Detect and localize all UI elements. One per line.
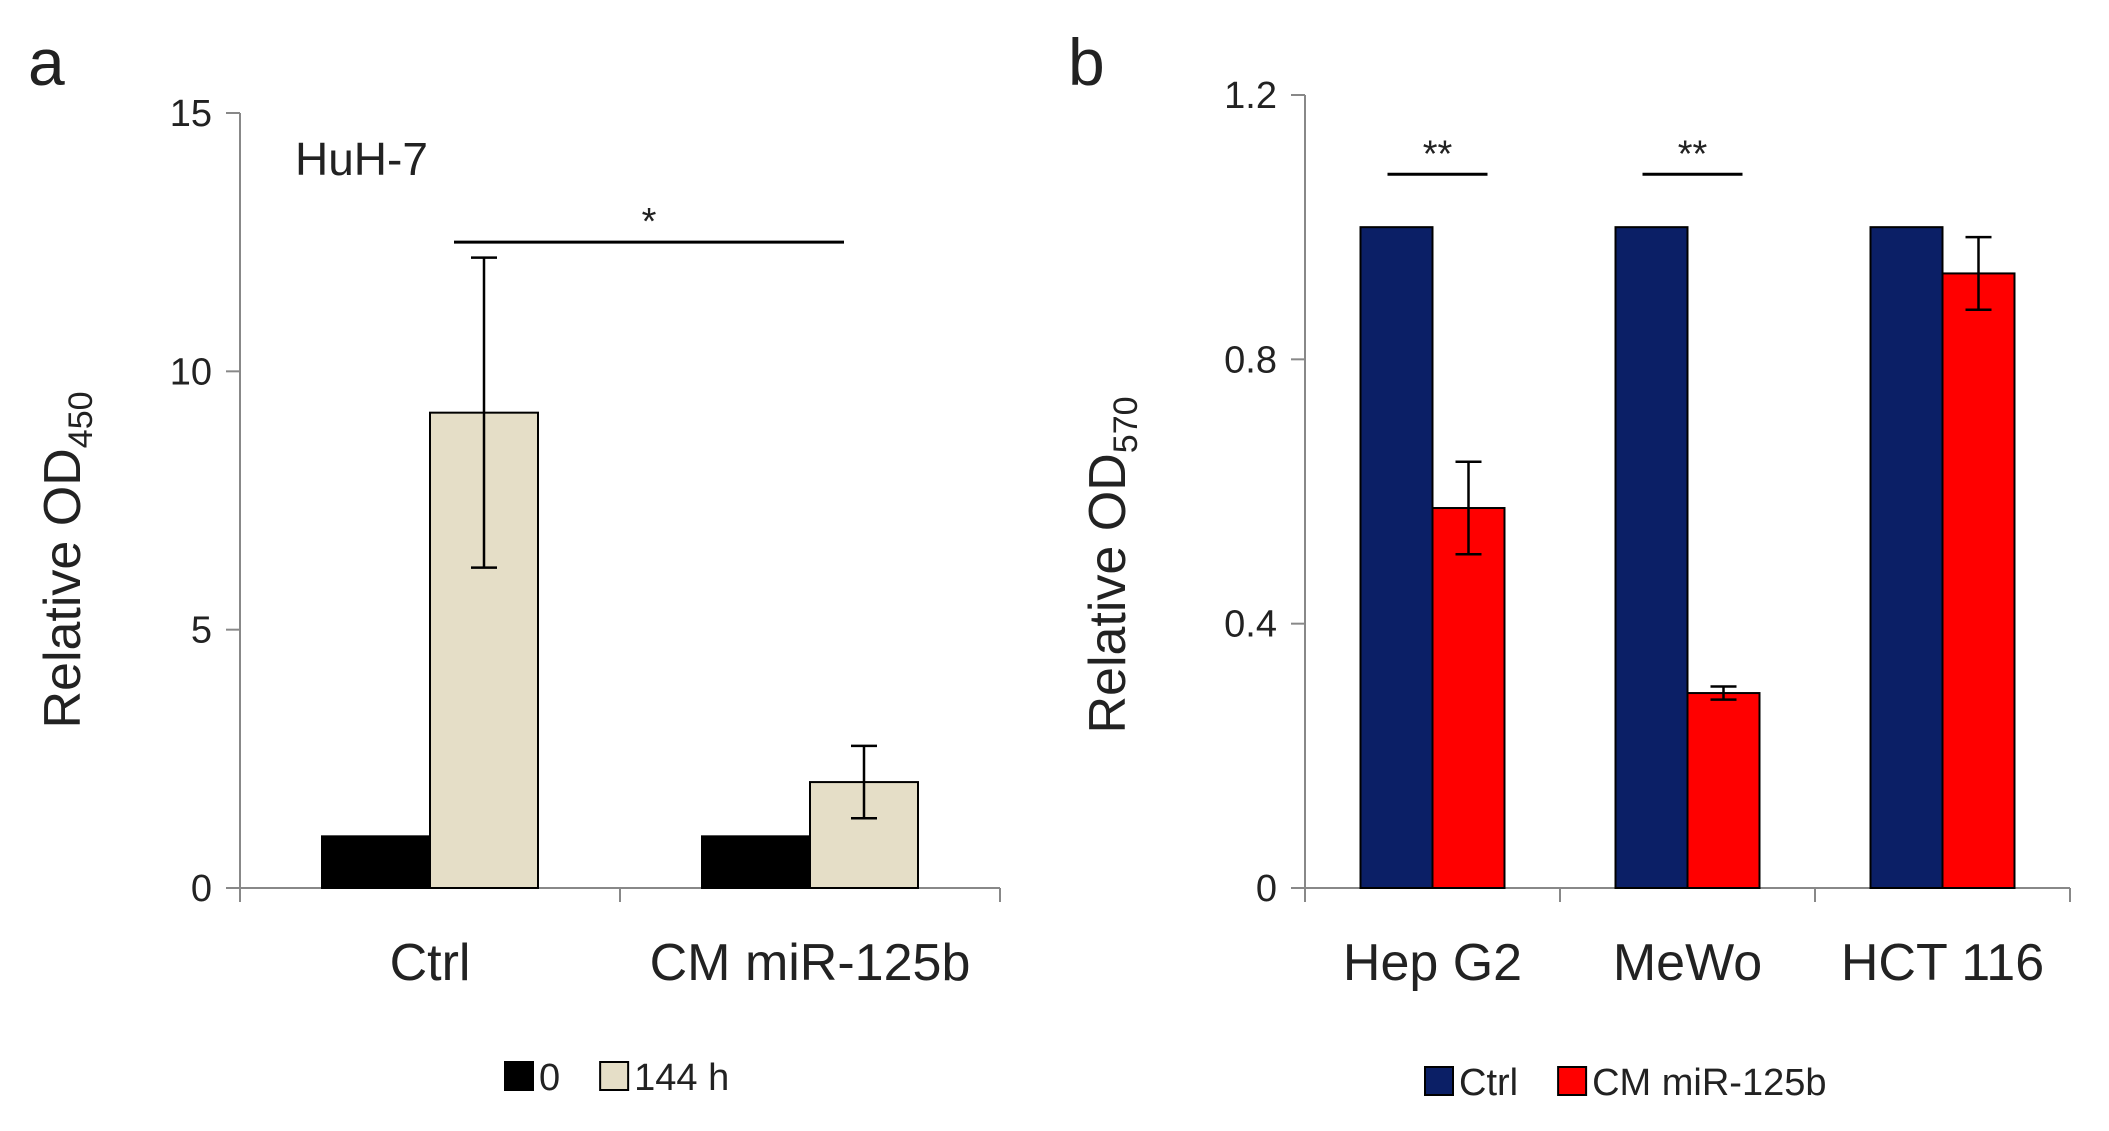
panel-b-y-label-main: Relative OD [1079, 453, 1137, 733]
panel-a-x-tick-label: Ctrl [390, 934, 471, 992]
panel-b-plot-area: 0 0.4 0.8 1.2 Hep G2 MeWo HCT 116 ** ** [1224, 75, 2071, 992]
panel-b-y-axis-label: Relative OD570 [1079, 396, 1145, 733]
panel-a-bar-0-cm-mir-125b [701, 835, 811, 889]
panel-a-chart: a HuH-7 0 5 10 15 Ctrl CM miR-125b * Relative … [28, 25, 1001, 1099]
panel-b-bar-cm-mir-125b-hct-116 [1941, 272, 2016, 889]
panel-b-bar-ctrl-hct-116 [1869, 226, 1944, 889]
panel-b-letter: b [1068, 25, 1105, 99]
panel-b-bar-cm-mir-125b-mewo [1686, 692, 1761, 889]
panel-a-y-tick-label: 10 [170, 351, 212, 393]
panel-a-y-tick-label: 0 [191, 868, 212, 910]
panel-b-legend-label-ctrl: Ctrl [1459, 1062, 1518, 1104]
panel-a-y-tick-label: 5 [191, 610, 212, 652]
panel-a-y-tick-label: 15 [170, 93, 212, 135]
panel-a-legend-swatch-0 [504, 1061, 534, 1091]
panel-b-legend-swatch-cm-mir-125b [1557, 1066, 1588, 1096]
panel-b-y-tick-label: 0.4 [1224, 604, 1277, 646]
panel-b-x-tick-label: Hep G2 [1343, 934, 1522, 992]
panel-b-x-tick-label: MeWo [1613, 934, 1762, 992]
panel-b-bar-cm-mir-125b-hep-g2 [1431, 507, 1506, 889]
panel-a-letter: a [28, 25, 65, 99]
panel-b-legend-swatch-ctrl [1424, 1066, 1454, 1096]
panel-a-significance-label: * [642, 201, 657, 243]
panel-a-legend-swatch-144-h [599, 1061, 630, 1091]
panel-a-legend-label-144-h: 144 h [634, 1057, 729, 1099]
panel-b-y-label-subscript: 570 [1107, 396, 1145, 453]
panel-b-significance-label: ** [1423, 133, 1453, 175]
panel-b-x-tick-label: HCT 116 [1841, 934, 2044, 992]
panel-a-legend-label-0: 0 [539, 1057, 560, 1099]
panel-b-chart: b 0 0.4 0.8 1.2 Hep G2 MeWo HCT 116 ** ** Relati… [1068, 25, 2071, 1104]
panel-b-legend-label-cm-mir-125b: CM miR-125b [1592, 1062, 1826, 1104]
panel-b-legend: Ctrl CM miR-125b [1424, 1062, 1827, 1104]
panel-a-annotation: HuH-7 [295, 133, 428, 185]
panel-b-y-tick-label: 0.8 [1224, 339, 1277, 381]
panel-b-significance-label: ** [1678, 133, 1708, 175]
panel-b-bar-ctrl-hep-g2 [1359, 226, 1434, 889]
panel-a-y-label-main: Relative OD [34, 448, 92, 728]
panel-b-bar-ctrl-mewo [1614, 226, 1689, 889]
panel-b-y-tick-label: 1.2 [1224, 75, 1277, 117]
panel-a-x-tick-label: CM miR-125b [650, 934, 971, 992]
panel-a-plot-area: 0 5 10 15 Ctrl CM miR-125b * [170, 93, 1001, 992]
panel-b-y-tick-label: 0 [1256, 868, 1277, 910]
panel-a-y-label-subscript: 450 [62, 391, 100, 448]
panel-a-legend: 0 144 h [504, 1057, 729, 1099]
panel-a-y-axis-label: Relative OD450 [34, 391, 100, 728]
panel-a-bar-0-ctrl [321, 835, 431, 889]
